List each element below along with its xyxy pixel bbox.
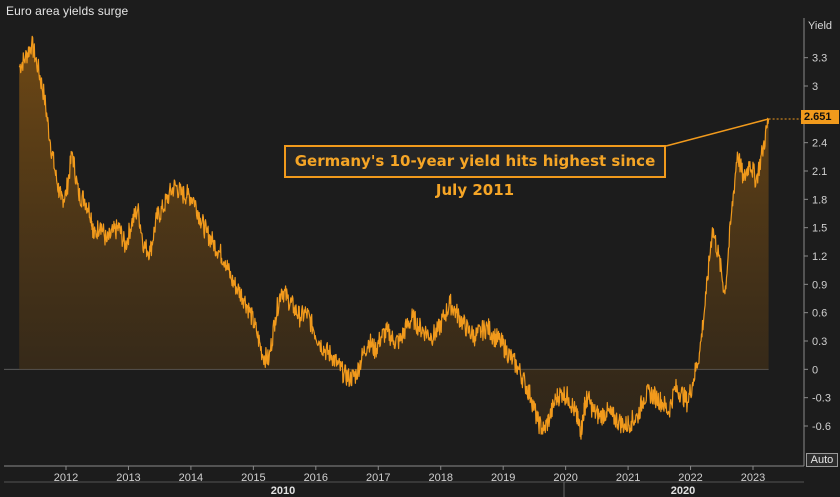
x-tick-label: 2013: [116, 472, 140, 484]
decade-label: 2010: [271, 485, 295, 497]
y-tick-label: 2.4: [812, 138, 827, 150]
x-tick-label: 2023: [741, 472, 765, 484]
y-axis-title: Yield: [808, 20, 833, 32]
x-tick-label: 2014: [179, 472, 203, 484]
y-tick-label: 0.6: [812, 308, 827, 320]
x-tick-label: 2021: [616, 472, 640, 484]
chart-title: Euro area yields surge: [6, 4, 129, 18]
y-tick-label: 1.8: [812, 194, 827, 206]
y-tick-label: 1.5: [812, 223, 827, 235]
x-tick-label: 2016: [304, 472, 328, 484]
series-line: [18, 35, 770, 440]
x-tick-label: 2017: [366, 472, 390, 484]
y-tick-label: 3.3: [812, 53, 827, 65]
y-tick-label: -0.3: [812, 393, 831, 405]
y-tick-label: 2.1: [812, 166, 827, 178]
x-tick-label: 2012: [54, 472, 78, 484]
x-tick-label: 2019: [491, 472, 515, 484]
last-value-badge: 2.651: [801, 110, 839, 124]
auto-scale-button[interactable]: Auto: [806, 453, 838, 467]
y-tick-label: 0: [812, 364, 818, 376]
y-tick-label: 0.3: [812, 336, 827, 348]
y-tick-label: 3: [812, 81, 818, 93]
y-tick-label: 1.2: [812, 251, 827, 263]
x-tick-label: 2020: [553, 472, 577, 484]
decade-label: 2020: [671, 485, 695, 497]
x-tick-label: 2022: [678, 472, 702, 484]
y-tick-label: 0.9: [812, 279, 827, 291]
x-tick-label: 2018: [428, 472, 452, 484]
x-tick-label: 2015: [241, 472, 265, 484]
y-tick-label: -0.6: [812, 421, 831, 433]
callout-leader-line: [665, 118, 769, 147]
annotation-callout: Germany's 10-year yield hits highest sin…: [284, 145, 666, 199]
series-area: [19, 36, 769, 440]
